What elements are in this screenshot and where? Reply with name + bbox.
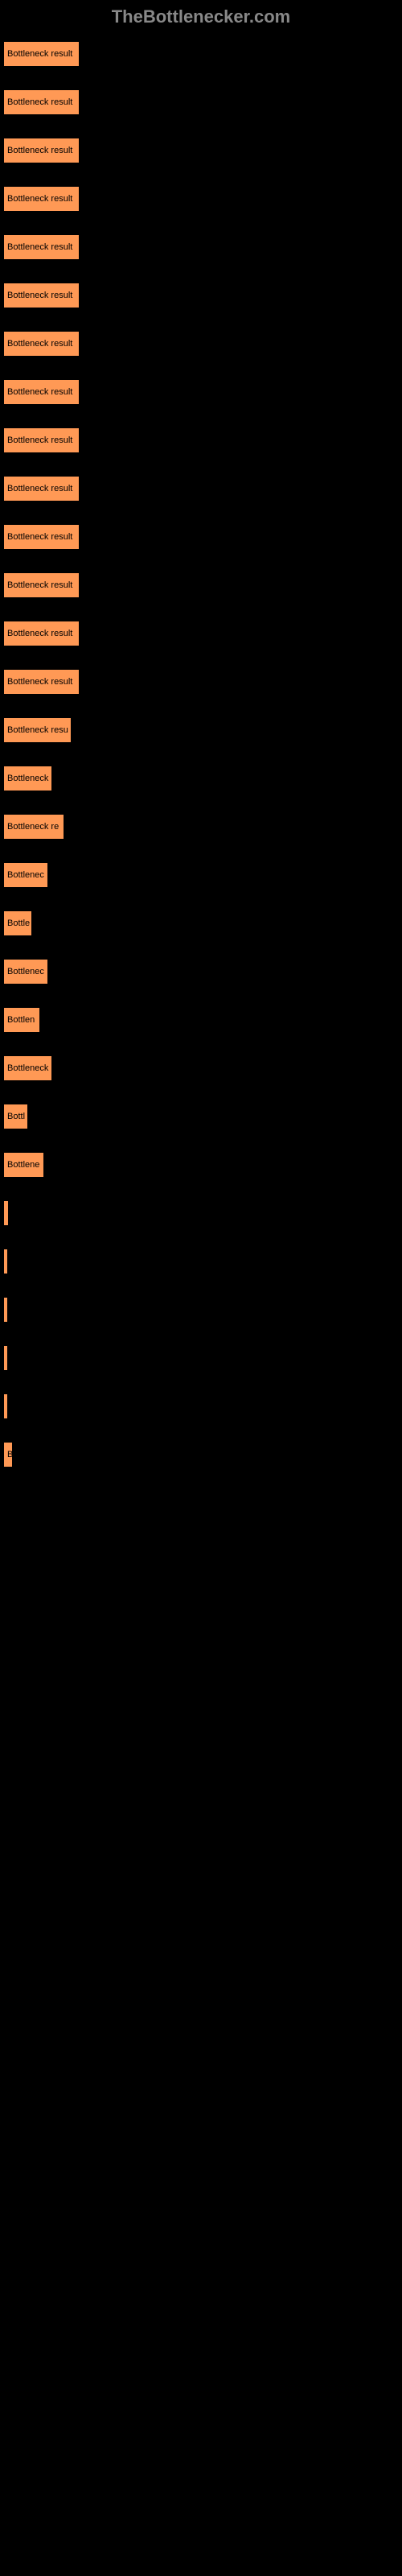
bar-row: Bottleneck result [4, 187, 398, 211]
bar-label: Bottlene [7, 1160, 39, 1170]
bar-label: Bottleneck result [7, 629, 72, 638]
bar-row: Bottleneck resu [4, 718, 398, 742]
chart-bar: Bottleneck result [4, 428, 79, 452]
chart-bar: Bottle [4, 911, 31, 935]
bar-row: B [4, 1443, 398, 1467]
site-title: TheBottlenecker.com [112, 6, 291, 27]
bar-row: Bottleneck result [4, 573, 398, 597]
chart-bar: Bottleneck result [4, 332, 79, 356]
chart-bar: Bottleneck result [4, 187, 79, 211]
chart-bar: Bottlene [4, 1153, 43, 1177]
bar-row: Bottleneck result [4, 42, 398, 66]
bar-label: Bottleneck result [7, 387, 72, 397]
chart-bar [4, 1298, 7, 1322]
bar-label: Bottle [7, 919, 30, 928]
bar-label: Bottleneck result [7, 242, 72, 252]
bar-label: Bottleneck [7, 774, 48, 783]
bar-label: Bottleneck result [7, 291, 72, 300]
chart-bar: Bottleneck [4, 1056, 51, 1080]
chart-bar: Bottleneck result [4, 138, 79, 163]
bar-label: Bottleneck result [7, 532, 72, 542]
bar-label: Bottleneck result [7, 484, 72, 493]
bar-label: Bottleneck resu [7, 725, 68, 735]
bar-row: Bottleneck result [4, 670, 398, 694]
bar-row: Bottleneck result [4, 380, 398, 404]
bar-label: Bottleneck re [7, 822, 59, 832]
bottleneck-chart: Bottleneck result Bottleneck result Bottle… [0, 34, 402, 1499]
chart-bar: Bottleneck result [4, 573, 79, 597]
chart-bar [4, 1249, 7, 1274]
chart-bar [4, 1201, 8, 1225]
bar-row [4, 1394, 398, 1418]
bar-label: Bottleneck result [7, 49, 72, 59]
bar-row [4, 1201, 398, 1225]
chart-bar: Bottlenec [4, 863, 47, 887]
bar-label: Bottleneck result [7, 339, 72, 349]
chart-bar: Bottleneck re [4, 815, 64, 839]
bar-row: Bottleneck result [4, 235, 398, 259]
bar-label: Bottlen [7, 1015, 35, 1025]
chart-bar [4, 1346, 7, 1370]
chart-bar: Bottleneck [4, 766, 51, 791]
bar-label: Bottl [7, 1112, 25, 1121]
bar-row: Bottleneck result [4, 621, 398, 646]
chart-bar: Bottlen [4, 1008, 39, 1032]
bar-label: Bottleneck result [7, 146, 72, 155]
chart-bar: Bottlenec [4, 960, 47, 984]
chart-bar: Bottl [4, 1104, 27, 1129]
chart-bar: Bottleneck result [4, 42, 79, 66]
chart-bar: Bottleneck result [4, 477, 79, 501]
bar-row: Bottleneck re [4, 815, 398, 839]
chart-bar: Bottleneck result [4, 380, 79, 404]
chart-bar: B [4, 1443, 12, 1467]
bar-row: Bottlenec [4, 863, 398, 887]
site-header: TheBottlenecker.com [0, 0, 402, 34]
chart-bar: Bottleneck result [4, 283, 79, 308]
bar-row: Bottlene [4, 1153, 398, 1177]
bar-row [4, 1249, 398, 1274]
chart-bar: Bottleneck result [4, 90, 79, 114]
bar-label: Bottlenec [7, 967, 44, 976]
bar-row: Bottleneck result [4, 283, 398, 308]
bar-label: Bottleneck [7, 1063, 48, 1073]
bar-row: Bottleneck result [4, 477, 398, 501]
bar-row: Bottlenec [4, 960, 398, 984]
bar-row: Bottleneck result [4, 138, 398, 163]
chart-bar [4, 1394, 7, 1418]
bar-label: Bottleneck result [7, 580, 72, 590]
chart-bar: Bottleneck resu [4, 718, 71, 742]
bar-row: Bottleneck result [4, 332, 398, 356]
bar-row: Bottlen [4, 1008, 398, 1032]
bar-row: Bottl [4, 1104, 398, 1129]
bar-label: Bottleneck result [7, 436, 72, 445]
bar-row: Bottleneck [4, 1056, 398, 1080]
bar-label: Bottleneck result [7, 194, 72, 204]
bar-row: Bottleneck result [4, 428, 398, 452]
chart-bar: Bottleneck result [4, 621, 79, 646]
bar-row: Bottleneck result [4, 525, 398, 549]
chart-bar: Bottleneck result [4, 525, 79, 549]
chart-bar: Bottleneck result [4, 670, 79, 694]
bar-label: Bottlenec [7, 870, 44, 880]
bar-label: Bottleneck result [7, 97, 72, 107]
bar-row: Bottle [4, 911, 398, 935]
bar-row [4, 1298, 398, 1322]
bar-row: Bottleneck [4, 766, 398, 791]
bar-label: B [7, 1450, 12, 1459]
bar-label: Bottleneck result [7, 677, 72, 687]
bar-row [4, 1346, 398, 1370]
chart-bar: Bottleneck result [4, 235, 79, 259]
bar-row: Bottleneck result [4, 90, 398, 114]
